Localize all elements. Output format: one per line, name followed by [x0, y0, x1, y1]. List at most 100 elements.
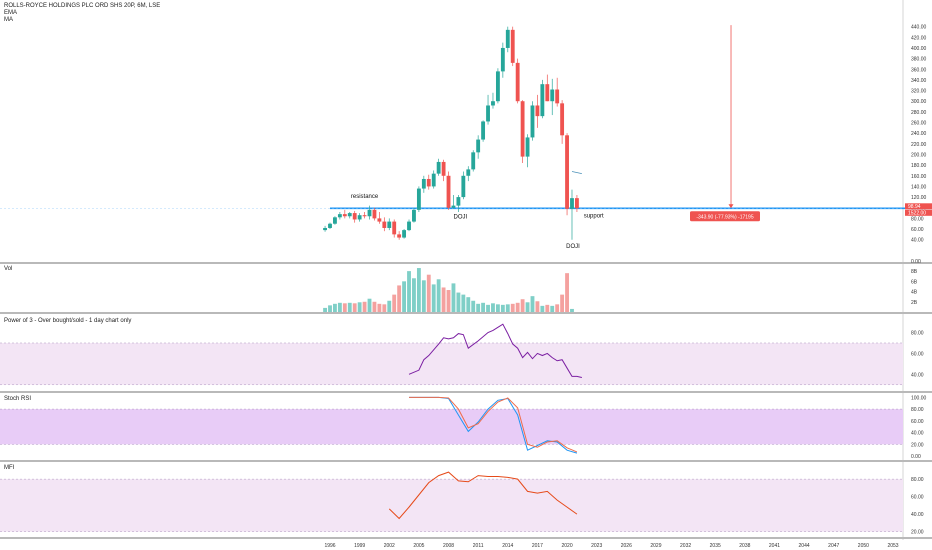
candle[interactable] — [421, 178, 426, 189]
volume-bar[interactable] — [426, 274, 431, 312]
candle[interactable] — [407, 221, 411, 231]
candle[interactable] — [416, 188, 421, 210]
volume-bar[interactable] — [431, 284, 436, 312]
mfi-pane-label[interactable]: MFI — [4, 465, 15, 471]
candle[interactable] — [491, 101, 495, 106]
chart-annotation[interactable]: DOJI — [454, 214, 468, 220]
stoch-pane-label[interactable]: Stoch RSI — [4, 396, 32, 402]
candle[interactable] — [377, 218, 382, 222]
power-line[interactable] — [408, 323, 582, 378]
candle[interactable] — [500, 47, 505, 72]
volume-bar[interactable] — [323, 307, 327, 312]
volume-bar[interactable] — [377, 303, 382, 312]
volume-bar[interactable] — [540, 305, 545, 312]
candle[interactable] — [397, 234, 402, 238]
candle[interactable] — [342, 214, 347, 217]
candle[interactable] — [545, 84, 550, 102]
volume-bar[interactable] — [451, 283, 456, 312]
volume-bar[interactable] — [510, 303, 515, 312]
candle[interactable] — [441, 161, 446, 176]
candle[interactable] — [510, 29, 515, 63]
ma-legend[interactable]: MA — [4, 17, 13, 23]
candle[interactable] — [412, 209, 416, 222]
volume-bar[interactable] — [416, 268, 421, 312]
volume-bar[interactable] — [367, 298, 372, 312]
candle[interactable] — [476, 139, 481, 153]
candle[interactable] — [337, 214, 342, 218]
candle[interactable] — [550, 89, 555, 102]
candle[interactable] — [565, 135, 569, 209]
volume-bar[interactable] — [486, 304, 490, 312]
candle[interactable] — [451, 205, 456, 208]
volume-bar[interactable] — [352, 303, 357, 312]
volume-bar[interactable] — [357, 302, 362, 312]
volume-bar[interactable] — [461, 294, 466, 312]
candle[interactable] — [387, 221, 392, 228]
candle[interactable] — [535, 105, 540, 117]
chart-annotation[interactable]: resistance — [351, 194, 379, 200]
candle[interactable] — [382, 221, 387, 228]
mfi-line[interactable] — [388, 471, 578, 520]
candle[interactable] — [392, 221, 397, 235]
volume-bar[interactable] — [412, 278, 416, 312]
candle[interactable] — [481, 121, 486, 140]
volume-bar[interactable] — [328, 305, 332, 312]
volume-bar[interactable] — [372, 301, 377, 312]
volume-bar[interactable] — [407, 271, 411, 312]
volume-bar[interactable] — [342, 303, 347, 312]
volume-bar[interactable] — [471, 300, 476, 312]
candle[interactable] — [372, 209, 377, 219]
candle[interactable] — [352, 213, 357, 220]
volume-bar[interactable] — [495, 304, 500, 312]
candle[interactable] — [505, 29, 510, 48]
candle[interactable] — [367, 209, 372, 217]
candle[interactable] — [525, 137, 530, 157]
volume-bar[interactable] — [565, 273, 569, 312]
candle[interactable] — [362, 215, 367, 217]
volume-bar[interactable] — [362, 301, 367, 312]
volume-bar[interactable] — [491, 303, 495, 312]
candle[interactable] — [461, 175, 466, 198]
volume-bar[interactable] — [392, 294, 397, 312]
volume-bar[interactable] — [446, 290, 451, 312]
candle[interactable] — [560, 103, 565, 136]
candle[interactable] — [333, 217, 337, 224]
volume-bar[interactable] — [530, 296, 535, 312]
chart-annotation[interactable]: DOJI — [566, 244, 580, 250]
stoch-line[interactable] — [409, 396, 578, 453]
candle[interactable] — [347, 213, 352, 217]
volume-bar[interactable] — [500, 304, 505, 312]
power-pane-label[interactable]: Power of 3 - Over bought/sold - 1 day ch… — [4, 318, 132, 324]
candle[interactable] — [530, 105, 535, 138]
volume-bar[interactable] — [397, 285, 402, 312]
volume-bar[interactable] — [337, 302, 342, 312]
volume-bar[interactable] — [347, 302, 352, 312]
volume-bar[interactable] — [333, 303, 337, 312]
candle[interactable] — [570, 198, 574, 209]
volume-bar[interactable] — [505, 304, 510, 312]
candle[interactable] — [466, 169, 471, 176]
candle[interactable] — [486, 105, 490, 122]
volume-bar[interactable] — [441, 287, 446, 312]
candle[interactable] — [471, 152, 476, 170]
candle[interactable] — [575, 198, 579, 209]
volume-bar[interactable] — [515, 302, 520, 312]
volume-bar[interactable] — [402, 281, 407, 312]
candle[interactable] — [520, 101, 525, 157]
volume-bar[interactable] — [456, 292, 461, 312]
volume-bar[interactable] — [560, 294, 565, 312]
volume-bar[interactable] — [570, 308, 574, 312]
volume-bar[interactable] — [387, 300, 392, 312]
candle[interactable] — [456, 197, 461, 206]
volume-bar[interactable] — [421, 280, 426, 312]
volume-bar[interactable] — [550, 305, 555, 312]
candle[interactable] — [402, 230, 407, 238]
candle[interactable] — [426, 178, 431, 187]
candle[interactable] — [495, 71, 500, 102]
volume-bar[interactable] — [535, 301, 540, 312]
volume-bar[interactable] — [436, 279, 441, 312]
ema-legend[interactable]: EMA — [4, 10, 18, 16]
volume-bar[interactable] — [382, 304, 387, 312]
candle[interactable] — [323, 227, 327, 231]
